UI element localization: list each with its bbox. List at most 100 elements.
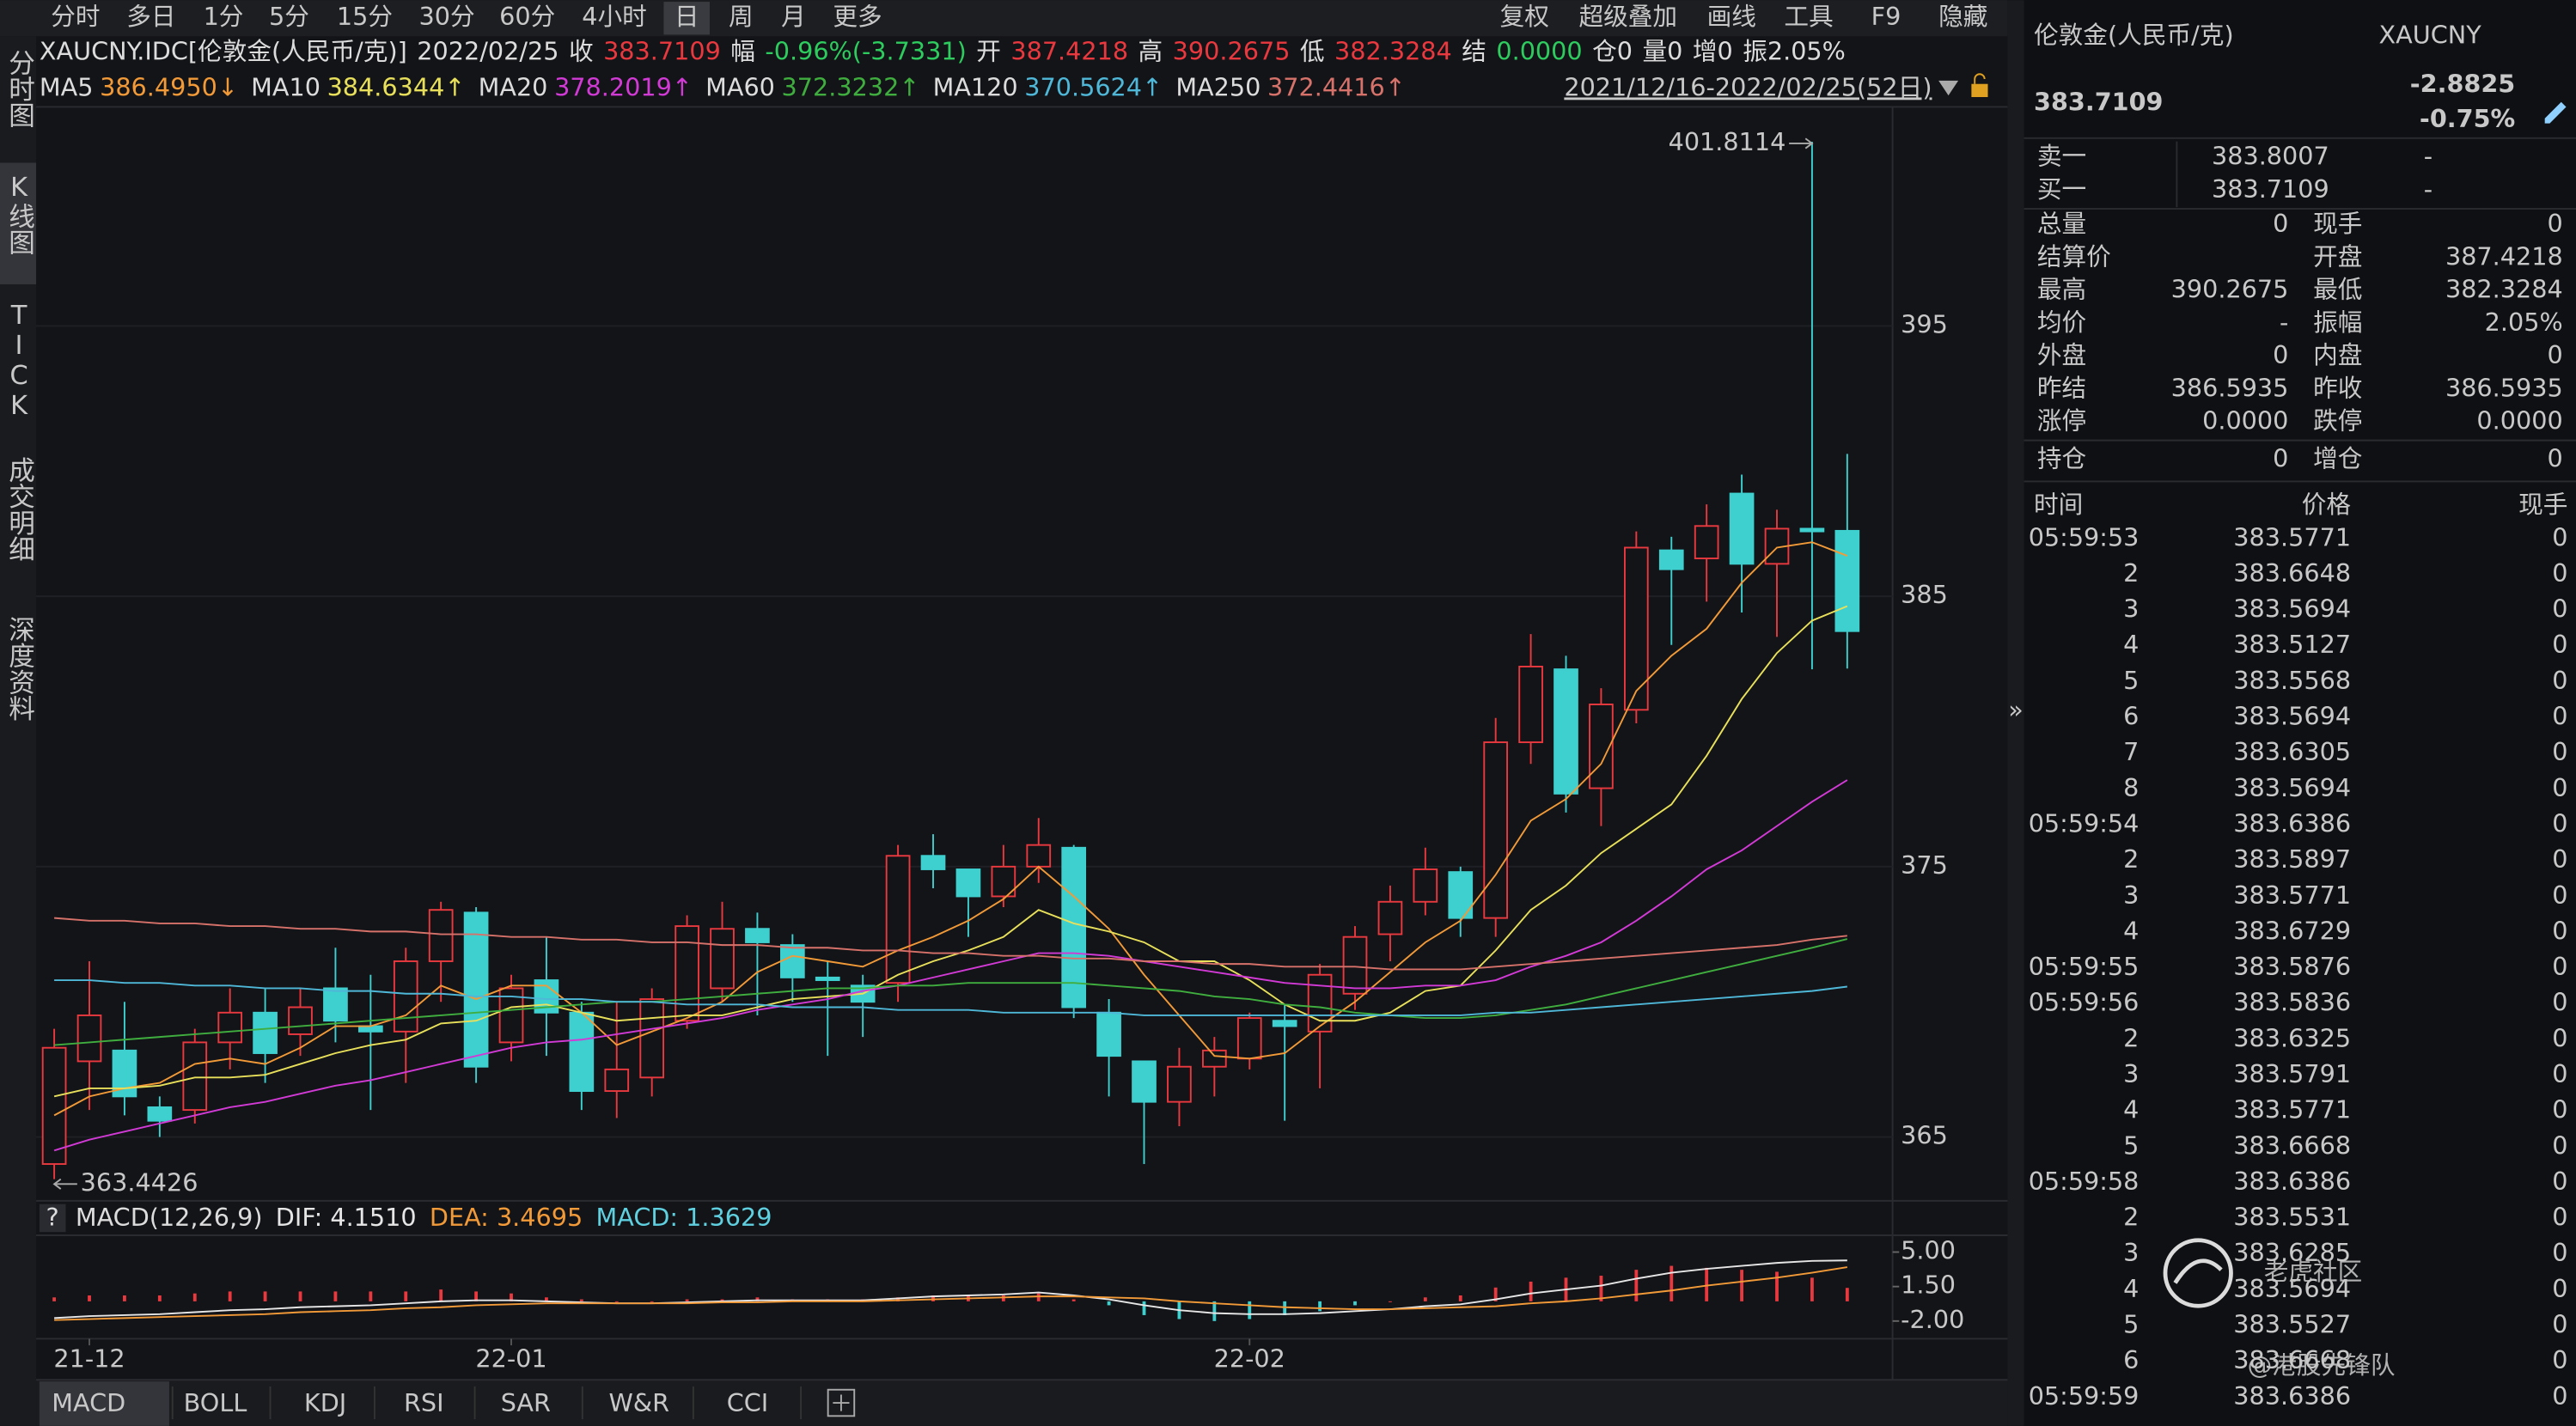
- y-tick-label: 385: [1901, 580, 1948, 609]
- macd-bar: [1001, 1295, 1005, 1301]
- splitter[interactable]: [2007, 0, 2024, 1426]
- date-range[interactable]: 2021/12/16-2022/02/25(52日): [1564, 72, 1932, 101]
- trade-cell: 05:59:59: [2029, 1381, 2140, 1411]
- quote-field: 开: [976, 36, 1001, 65]
- price-change: -2.8825: [2410, 70, 2515, 99]
- candle-body: [1554, 668, 1578, 795]
- quote-field: 0.0000: [1496, 36, 1582, 65]
- trade-cell: 5: [2123, 1309, 2139, 1338]
- macd-bar: [1423, 1297, 1427, 1301]
- indicator-tab[interactable]: KDJ: [304, 1388, 346, 1417]
- side-tab[interactable]: K线图: [4, 173, 34, 256]
- indicator-title: MACD(12,26,9): [76, 1203, 263, 1232]
- add-tab-icon[interactable]: [827, 1388, 856, 1417]
- dropdown-icon[interactable]: [1938, 80, 1959, 96]
- macd-bar: [439, 1289, 443, 1301]
- macd-bar: [614, 1301, 619, 1302]
- y-tick-label: 5.00: [1901, 1236, 1956, 1265]
- period-tab[interactable]: 15分: [337, 2, 393, 31]
- macd-bar: [720, 1299, 724, 1301]
- stat-label: 振幅: [2313, 308, 2362, 337]
- candle-body: [1132, 1060, 1157, 1103]
- indicator-tab[interactable]: CCI: [727, 1388, 768, 1417]
- macd-bar: [650, 1301, 654, 1302]
- side-tab[interactable]: 深度资料: [4, 616, 35, 722]
- indicator-tab[interactable]: BOLL: [184, 1388, 247, 1417]
- tool-button[interactable]: 隐藏: [1938, 2, 1987, 31]
- side-tab[interactable]: 成交明细: [4, 457, 34, 562]
- period-tab[interactable]: 30分: [418, 2, 474, 31]
- indicator-tab[interactable]: MACD: [52, 1388, 125, 1417]
- stat-value: 387.4218: [2445, 241, 2563, 271]
- tool-button[interactable]: 超级叠加: [1578, 2, 1677, 31]
- period-tab[interactable]: 周: [729, 2, 754, 31]
- trade-header: 价格: [2302, 490, 2351, 519]
- edit-icon[interactable]: [2544, 101, 2567, 124]
- tool-button[interactable]: F9: [1871, 2, 1901, 31]
- stat-value: 0.0000: [2202, 406, 2288, 436]
- stat-label: 增仓: [2313, 444, 2362, 473]
- indicator-tab[interactable]: SAR: [501, 1388, 551, 1417]
- macd-bar: [333, 1291, 338, 1301]
- trade-cell: 383.6668: [2233, 1345, 2351, 1374]
- period-tab[interactable]: 4小时: [582, 2, 647, 31]
- trade-cell: 2: [2123, 558, 2139, 588]
- macd-bar: [755, 1297, 760, 1301]
- candle-body: [428, 909, 454, 962]
- side-tab[interactable]: TICK: [4, 301, 34, 421]
- tool-button[interactable]: 复权: [1500, 2, 1549, 31]
- candle-body: [323, 987, 348, 1022]
- book-volume: -: [2424, 174, 2433, 204]
- candle-body: [253, 1011, 278, 1054]
- indicator-tab[interactable]: W&R: [608, 1388, 669, 1417]
- macd-bar: [579, 1299, 583, 1301]
- last-price: 383.7109: [2034, 88, 2163, 117]
- watermark-handle: @港股先锋队: [2248, 1350, 2396, 1380]
- period-tab[interactable]: 日: [675, 2, 699, 31]
- stat-label: 持仓: [2037, 444, 2086, 473]
- candle-body: [1799, 527, 1825, 533]
- candle-body: [1377, 900, 1403, 935]
- legend-name: MA5: [40, 72, 94, 101]
- y-tick-label: 1.50: [1901, 1271, 1956, 1300]
- side-tab[interactable]: 分时图: [4, 50, 34, 129]
- period-tab[interactable]: 60分: [499, 2, 555, 31]
- tool-button[interactable]: 画线: [1707, 2, 1756, 31]
- macd-bar: [263, 1291, 267, 1301]
- trade-cell: 0: [2552, 630, 2567, 659]
- period-tab[interactable]: 1分: [204, 2, 244, 31]
- trade-cell: 2: [2123, 1023, 2139, 1052]
- macd-bar: [123, 1295, 126, 1301]
- candle-body: [1764, 527, 1790, 565]
- collapse-handle[interactable]: »: [2008, 695, 2024, 724]
- ma-line: [53, 779, 1848, 1152]
- candle-body: [1167, 1065, 1192, 1103]
- trade-cell: 05:59:56: [2029, 988, 2140, 1017]
- tool-button[interactable]: 工具: [1784, 2, 1833, 31]
- period-tab[interactable]: 更多: [833, 2, 882, 31]
- trade-cell: 0: [2552, 1381, 2567, 1411]
- trade-cell: 3: [2123, 1059, 2139, 1088]
- macd-bar: [1493, 1287, 1498, 1301]
- indicator-tab[interactable]: RSI: [404, 1388, 444, 1417]
- trade-cell: 383.5897: [2233, 844, 2351, 874]
- lock-icon[interactable]: [1971, 73, 1988, 98]
- max-annotation: 401.8114: [1669, 127, 1786, 156]
- period-tab[interactable]: 分时: [51, 2, 100, 31]
- trade-cell: 0: [2552, 702, 2567, 731]
- period-tab[interactable]: 5分: [269, 2, 309, 31]
- macd-bar: [1248, 1301, 1252, 1319]
- macd-bar: [1036, 1293, 1041, 1301]
- macd-bar: [404, 1291, 408, 1301]
- period-tab[interactable]: 多日: [126, 2, 175, 31]
- candle-body: [1729, 492, 1755, 565]
- y-tick-label: 365: [1901, 1121, 1948, 1150]
- trade-cell: 05:59:58: [2029, 1167, 2140, 1196]
- candle-body: [815, 976, 840, 981]
- legend-value: 372.4416↑: [1267, 72, 1406, 101]
- trade-cell: 0: [2552, 952, 2567, 981]
- period-tab[interactable]: 月: [781, 2, 806, 31]
- candle-body: [1202, 1049, 1227, 1068]
- macd-bar: [298, 1291, 302, 1301]
- macd-bar: [1775, 1271, 1779, 1301]
